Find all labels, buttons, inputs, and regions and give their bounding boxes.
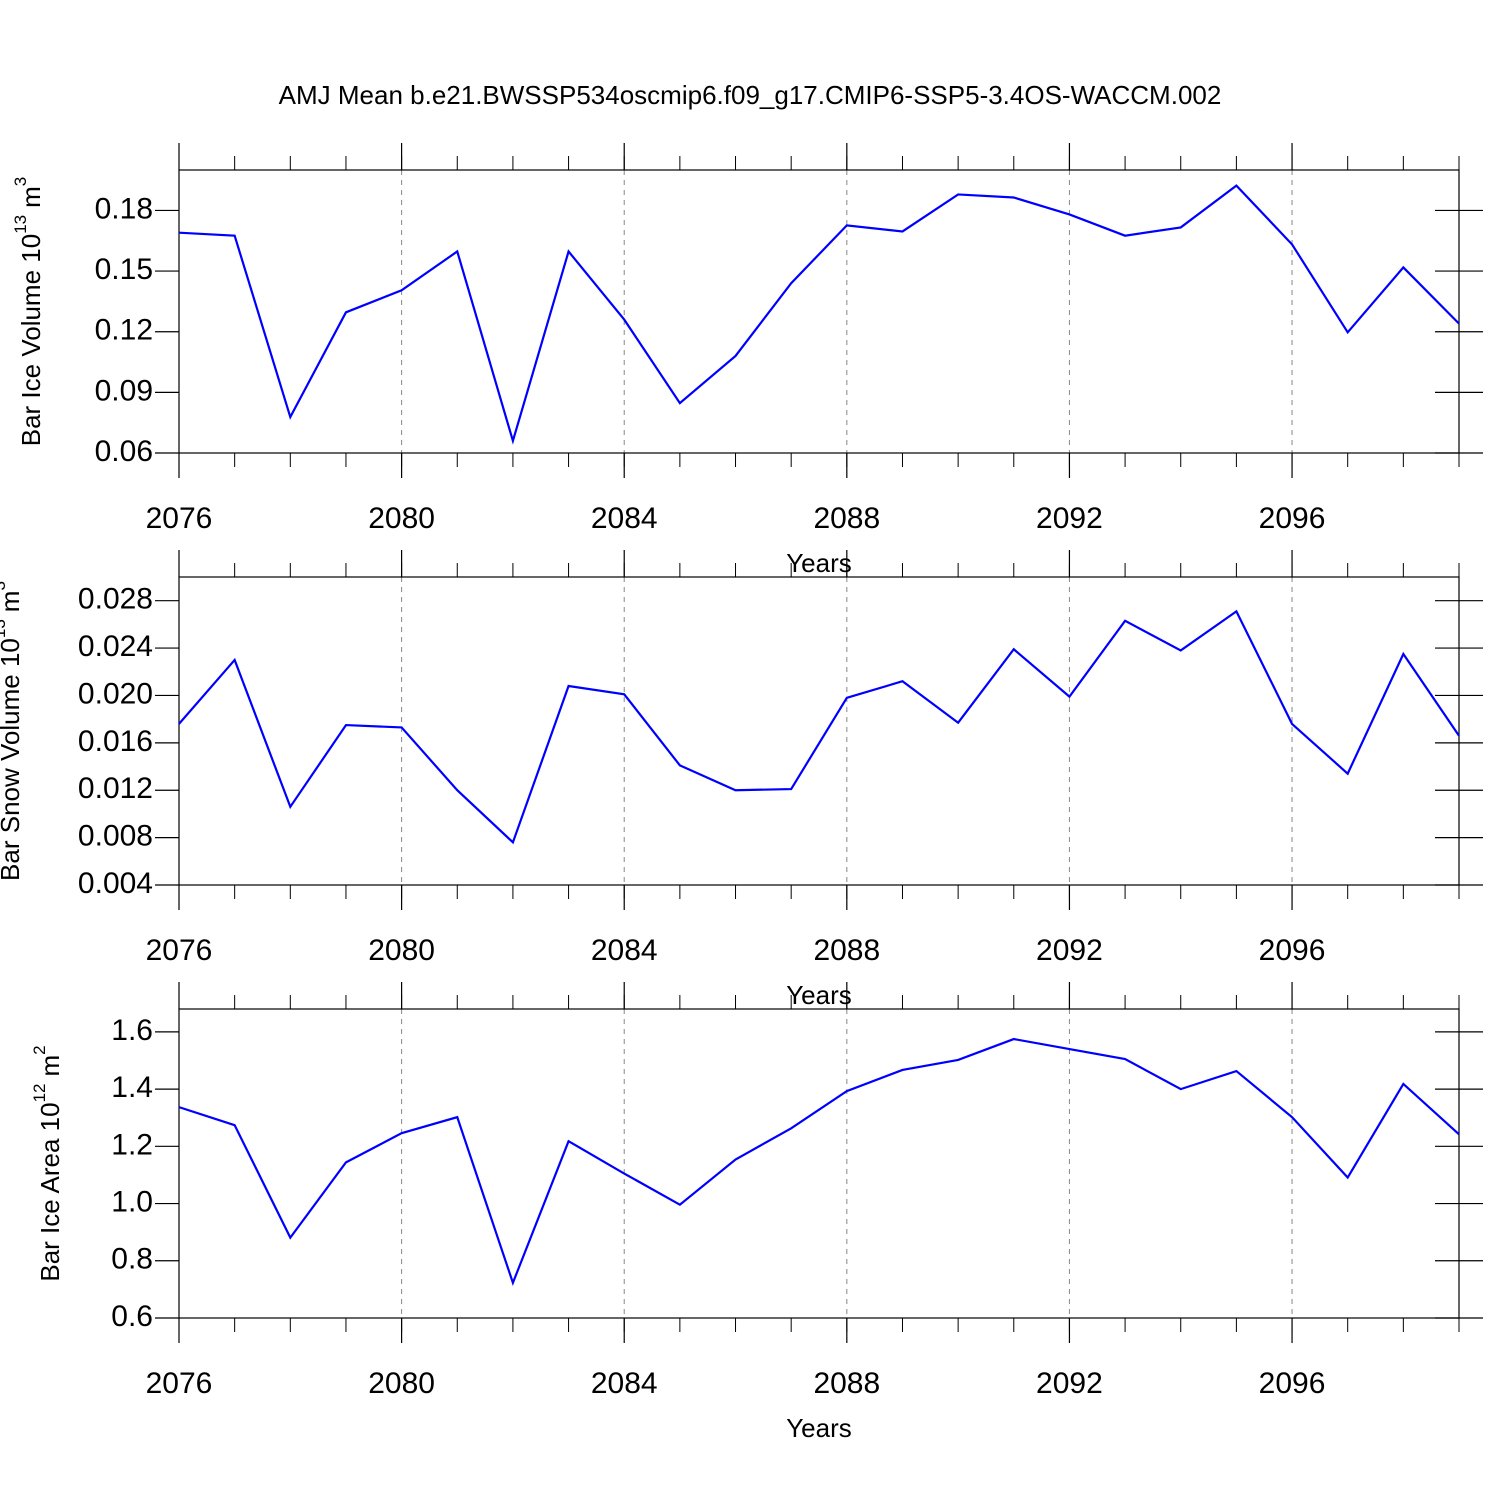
x-tick-label: 2096 <box>1259 934 1326 967</box>
y-tick-label: 0.6 <box>111 1300 153 1333</box>
y-axis-label-part: m <box>0 591 25 613</box>
y-tick-label: 0.09 <box>95 374 153 407</box>
y-tick-label: 0.028 <box>78 583 153 616</box>
y-axis-label-part: 2 <box>30 1045 49 1054</box>
x-axis-label: Years <box>786 1413 852 1443</box>
y-tick-label: 1.0 <box>111 1185 153 1218</box>
y-axis-label: Bar Ice Area 1012 m2 <box>30 1045 64 1281</box>
y-tick-label: 0.8 <box>111 1243 153 1276</box>
y-axis-label-part: m <box>35 1055 65 1077</box>
figure-title: AMJ Mean b.e21.BWSSP534oscmip6.f09_g17.C… <box>279 80 1222 110</box>
y-axis-label: Bar Ice Volume 1013 m3 <box>11 177 45 447</box>
y-axis-label-part: m <box>16 186 46 208</box>
line <box>178 1037 1460 1287</box>
panel: 2076 2080 2084 2088 2092 2096 0.004 0.008 0.012 0… <box>0 550 1483 1010</box>
y-axis-label-part: Bar Snow Volume 10 <box>0 638 25 881</box>
x-tick-label: 2076 <box>146 502 213 535</box>
y-tick-label: 0.012 <box>78 772 153 805</box>
y-tick-label: 0.12 <box>95 314 153 347</box>
y-tick-label: 0.020 <box>78 677 153 710</box>
y-axis-label-part: 13 <box>11 215 30 234</box>
x-tick-label: 2076 <box>146 934 213 967</box>
x-tick-label: 2084 <box>591 1367 658 1400</box>
x-tick-label: 2092 <box>1036 934 1103 967</box>
y-axis-label-part: 3 <box>0 581 9 590</box>
y-tick-label: 0.18 <box>95 192 153 225</box>
x-tick-label: 2084 <box>591 502 658 535</box>
y-axis-label: Bar Snow Volume 1013 m3 <box>0 581 25 881</box>
line <box>178 609 1460 845</box>
plot-frame <box>178 1008 1460 1319</box>
y-axis-label-part: 3 <box>11 177 30 186</box>
y-axis-label-part: Bar Ice Area 10 <box>35 1102 65 1281</box>
y-tick-label: 0.15 <box>95 253 153 286</box>
y-tick-label: 1.6 <box>111 1014 153 1047</box>
x-tick-label: 2088 <box>813 502 880 535</box>
x-tick-label: 2088 <box>813 1367 880 1400</box>
y-axis-label-part: 13 <box>0 619 9 638</box>
x-tick-label: 2088 <box>813 934 880 967</box>
y-tick-label: 0.06 <box>95 435 153 468</box>
y-tick-label: 0.016 <box>78 725 153 758</box>
y-tick-label: 0.008 <box>78 820 153 853</box>
y-tick-label: 0.024 <box>78 630 153 663</box>
y-axis-label-part: 12 <box>30 1083 49 1102</box>
plot-frame <box>178 169 1460 454</box>
x-axis-label: Years <box>786 980 852 1010</box>
y-tick-label: 1.4 <box>111 1071 153 1104</box>
panel: 2076 2080 2084 2088 2092 2096 0.06 0.09 0.12 0.15… <box>11 143 1483 578</box>
x-axis-label: Years <box>786 548 852 578</box>
x-tick-label: 2080 <box>368 502 435 535</box>
x-tick-label: 2080 <box>368 1367 435 1400</box>
x-tick-label: 2076 <box>146 1367 213 1400</box>
x-tick-label: 2092 <box>1036 1367 1103 1400</box>
x-tick-label: 2096 <box>1259 502 1326 535</box>
plot-frame <box>178 576 1460 886</box>
x-tick-label: 2096 <box>1259 1367 1326 1400</box>
line <box>178 184 1460 445</box>
panel: 2076 2080 2084 2088 2092 2096 0.6 0.8 1.0 1.2 1.4 1… <box>30 982 1483 1443</box>
x-tick-label: 2084 <box>591 934 658 967</box>
x-tick-label: 2080 <box>368 934 435 967</box>
x-tick-label: 2092 <box>1036 502 1103 535</box>
y-axis-label-part: Bar Ice Volume 10 <box>16 234 46 446</box>
y-tick-label: 1.2 <box>111 1128 153 1161</box>
y-tick-label: 0.004 <box>78 867 153 900</box>
